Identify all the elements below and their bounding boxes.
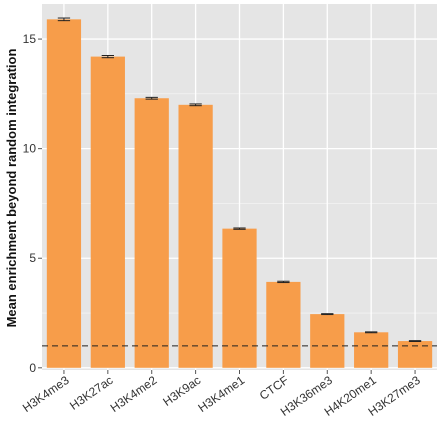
error-bar-H3K4me2 [145, 96, 158, 100]
error-bar-H3K36me3 [321, 313, 334, 316]
bar-CTCF [266, 281, 301, 368]
bars [46, 17, 433, 368]
error-bar-H3K27me3 [408, 340, 422, 343]
y-axis-title: Mean enrichment beyond random integratio… [4, 49, 19, 328]
bar-H3K4me1 [222, 228, 257, 368]
error-bar-H3K27ac [101, 55, 114, 59]
x-tick-label: H3K4me2 [108, 373, 160, 415]
x-tick-label: H3K27ac [67, 373, 115, 413]
bar-H3K27me3 [397, 341, 433, 368]
error-bar-H3K9ac [189, 103, 202, 107]
bar-H4K20me1 [354, 332, 389, 368]
error-bar-CTCF [277, 280, 290, 284]
bar-H3K4me2 [134, 98, 169, 368]
x-tick-label: H3K4me3 [20, 373, 72, 415]
bar-H3K9ac [178, 104, 213, 368]
y-tick-label: 0 [29, 361, 36, 375]
x-tick-label: H3K4me1 [195, 373, 247, 415]
y-axis-ticks: 0 5 10 15 [23, 32, 42, 375]
bar-H3K4me3 [46, 19, 82, 368]
x-tick-label: CTCF [257, 373, 291, 403]
bar-H3K36me3 [310, 314, 345, 368]
error-bar-H3K4me1 [233, 227, 246, 230]
y-tick-label: 5 [29, 251, 36, 265]
y-tick-label: 15 [23, 32, 37, 46]
error-bar-H3K4me3 [57, 17, 71, 22]
y-tick-label: 10 [23, 142, 37, 156]
bar-H3K27ac [90, 56, 125, 368]
error-bar-H4K20me1 [365, 331, 378, 334]
